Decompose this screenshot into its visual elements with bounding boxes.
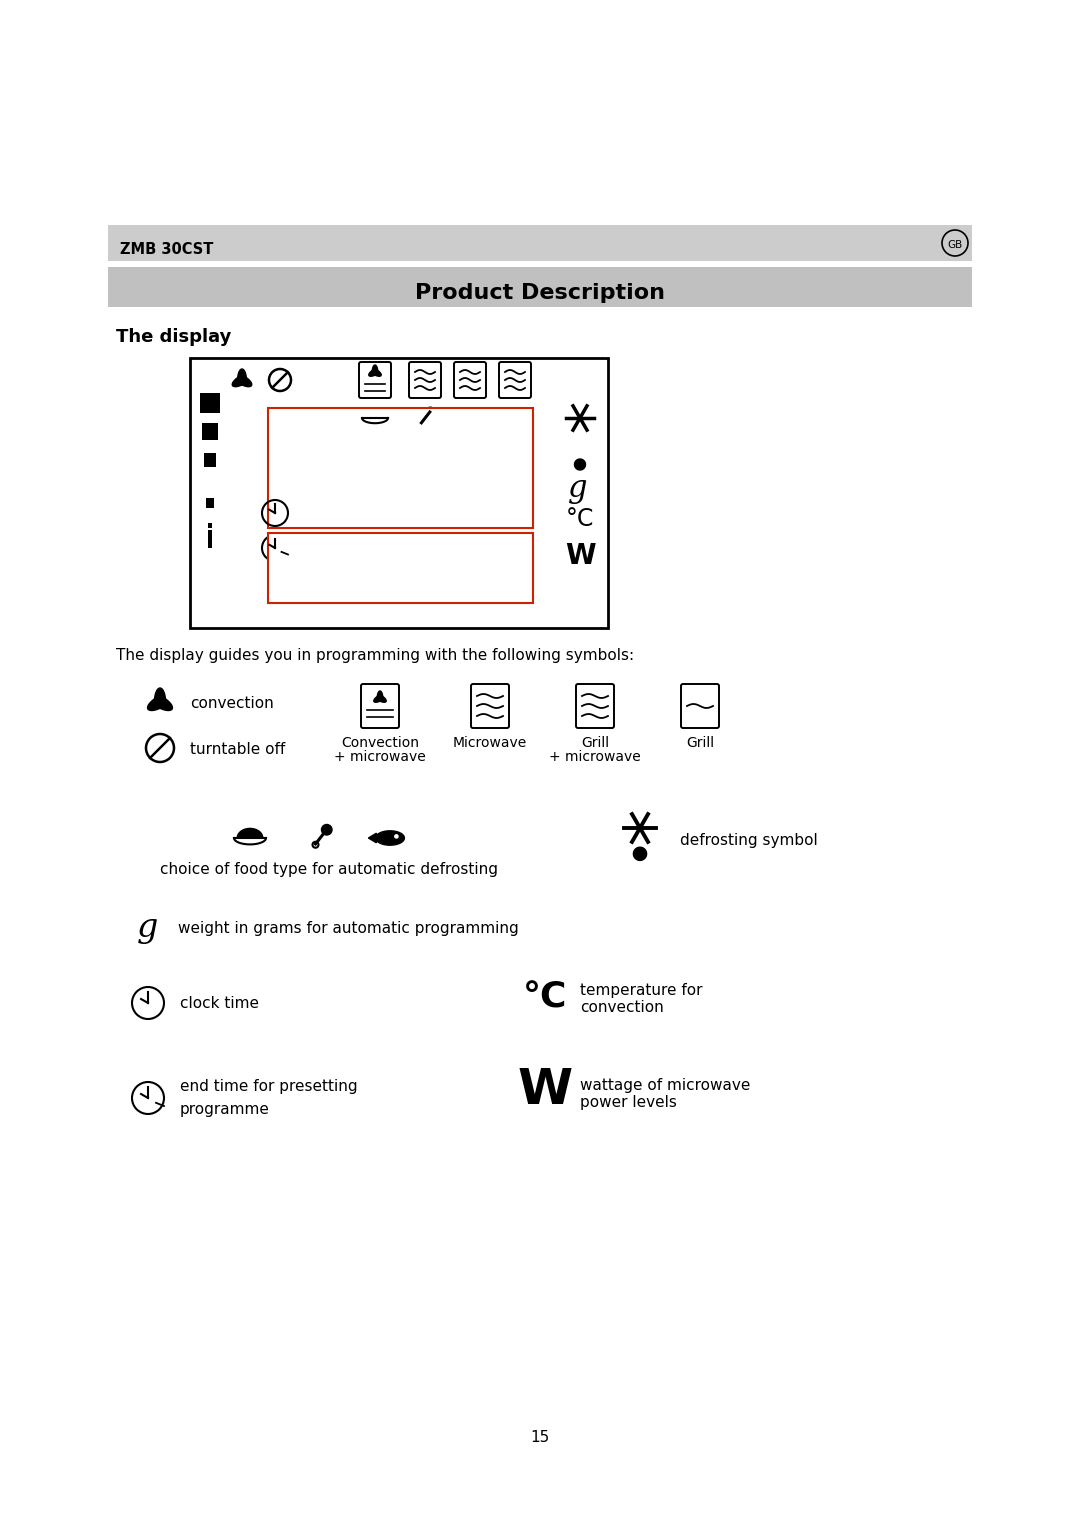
Bar: [208, 523, 212, 529]
Bar: [206, 498, 214, 507]
Text: g: g: [137, 912, 159, 944]
FancyBboxPatch shape: [499, 362, 531, 397]
Circle shape: [374, 371, 376, 373]
Text: turntable off: turntable off: [190, 743, 285, 758]
Text: end time for presetting
programme: end time for presetting programme: [180, 1079, 357, 1117]
Text: + microwave: + microwave: [549, 750, 640, 764]
FancyBboxPatch shape: [361, 685, 399, 727]
Text: Grill: Grill: [686, 736, 714, 750]
Circle shape: [395, 834, 399, 837]
Text: wattage of microwave
power levels: wattage of microwave power levels: [580, 1077, 751, 1111]
Polygon shape: [633, 847, 647, 860]
Circle shape: [427, 406, 434, 416]
Polygon shape: [374, 695, 381, 703]
Text: Grill: Grill: [581, 736, 609, 750]
Circle shape: [419, 422, 423, 426]
Bar: [108, 267, 972, 307]
Text: choice of food type for automatic defrosting: choice of food type for automatic defros…: [160, 862, 498, 877]
Text: 15: 15: [530, 1430, 550, 1445]
Bar: [190, 358, 608, 628]
Circle shape: [312, 842, 319, 848]
Text: The display: The display: [116, 329, 231, 345]
Polygon shape: [365, 410, 386, 419]
Polygon shape: [158, 697, 173, 711]
Bar: [268, 533, 534, 604]
Text: Microwave: Microwave: [453, 736, 527, 750]
Text: Convection: Convection: [341, 736, 419, 750]
Bar: [108, 225, 972, 261]
Polygon shape: [148, 697, 163, 711]
Text: GB: GB: [947, 240, 962, 251]
Bar: [208, 530, 212, 549]
Circle shape: [474, 416, 476, 419]
Bar: [202, 423, 218, 440]
Text: + microwave: + microwave: [334, 750, 426, 764]
Text: convection: convection: [190, 697, 273, 712]
Circle shape: [158, 700, 162, 704]
Text: W: W: [517, 1067, 572, 1114]
Circle shape: [241, 379, 244, 382]
Text: °C: °C: [566, 507, 594, 532]
Polygon shape: [379, 695, 387, 703]
FancyBboxPatch shape: [681, 685, 719, 727]
Polygon shape: [238, 828, 262, 837]
Polygon shape: [575, 458, 585, 471]
FancyBboxPatch shape: [454, 362, 486, 397]
Circle shape: [322, 825, 332, 834]
Bar: [200, 393, 220, 413]
Text: The display guides you in programming with the following symbols:: The display guides you in programming wi…: [116, 648, 634, 663]
Bar: [204, 452, 216, 468]
FancyBboxPatch shape: [576, 685, 615, 727]
Polygon shape: [377, 691, 382, 698]
Text: ZMB 30CST: ZMB 30CST: [120, 241, 214, 257]
Text: °C: °C: [523, 979, 567, 1015]
Text: W: W: [565, 542, 595, 570]
Text: weight in grams for automatic programming: weight in grams for automatic programmin…: [178, 920, 518, 935]
Bar: [268, 408, 534, 529]
Text: clock time: clock time: [180, 996, 259, 1010]
Polygon shape: [368, 833, 377, 843]
Polygon shape: [368, 370, 377, 376]
Polygon shape: [240, 376, 252, 387]
Polygon shape: [373, 365, 378, 371]
Polygon shape: [154, 688, 165, 701]
Text: defrosting symbol: defrosting symbol: [680, 833, 818, 848]
Polygon shape: [238, 370, 246, 380]
Text: temperature for
convection: temperature for convection: [580, 983, 702, 1015]
Circle shape: [379, 697, 381, 698]
Polygon shape: [232, 376, 244, 387]
Text: Product Description: Product Description: [415, 283, 665, 303]
Polygon shape: [453, 414, 459, 422]
Text: g: g: [568, 472, 588, 504]
Polygon shape: [458, 413, 482, 423]
FancyBboxPatch shape: [359, 362, 391, 397]
FancyBboxPatch shape: [471, 685, 509, 727]
FancyBboxPatch shape: [409, 362, 441, 397]
Polygon shape: [376, 831, 404, 845]
Polygon shape: [374, 370, 381, 376]
